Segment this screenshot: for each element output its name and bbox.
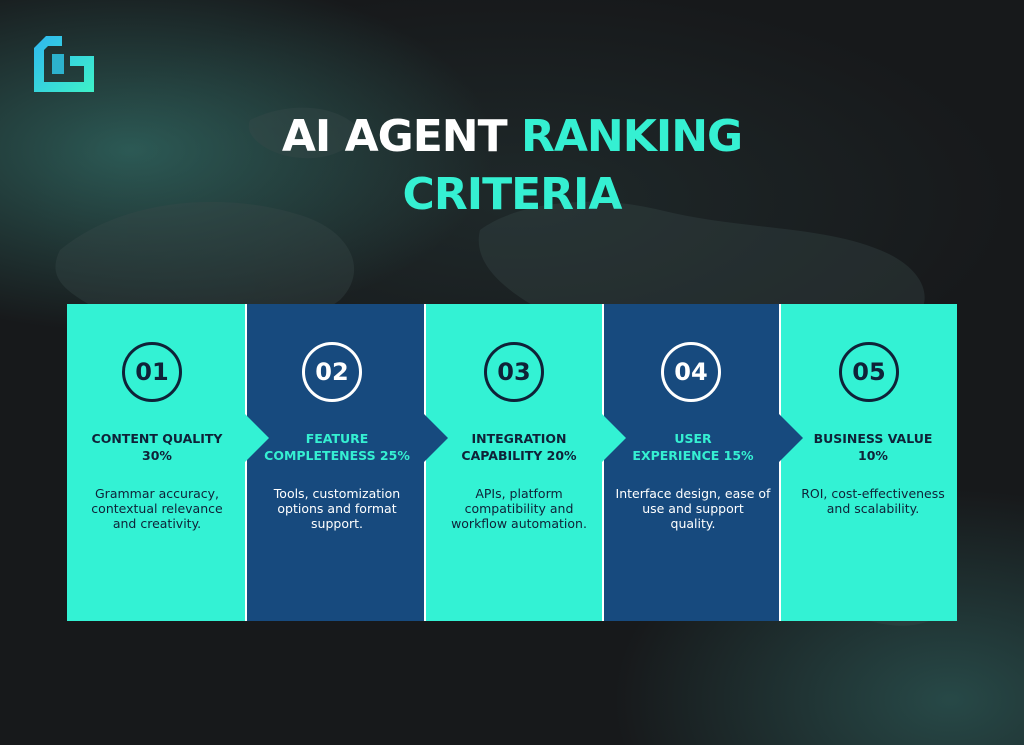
criterion-heading: CONTENT QUALITY 30%	[91, 431, 223, 463]
criterion-number-badge: 02	[302, 342, 362, 402]
page-title: AI AGENT RANKING CRITERIA	[0, 108, 1024, 224]
criterion-panel-05: 05 BUSINESS VALUE 10% ROI, cost-effectiv…	[781, 304, 957, 621]
criterion-description: ROI, cost-effectiveness and scalability.	[801, 486, 945, 516]
criteria-strip: 01 CONTENT QUALITY 30% Grammar accuracy,…	[67, 304, 957, 621]
criterion-number-badge: 03	[484, 342, 544, 402]
arrow-icon	[424, 414, 448, 462]
title-line-1: AI AGENT RANKING	[0, 108, 1024, 166]
criterion-description: Tools, customization options and format …	[273, 486, 401, 531]
criterion-heading: INTEGRATION CAPABILITY 20%	[461, 431, 577, 463]
title-white-part: AI AGENT	[281, 111, 508, 162]
arrow-icon	[779, 414, 803, 462]
criterion-panel-03: 03 INTEGRATION CAPABILITY 20% APIs, plat…	[426, 304, 604, 621]
arrow-icon	[245, 414, 269, 462]
title-line-2: CRITERIA	[402, 169, 623, 220]
criterion-panel-02: 02 FEATURE COMPLETENESS 25% Tools, custo…	[247, 304, 426, 621]
criterion-number-badge: 05	[839, 342, 899, 402]
criterion-heading: FEATURE COMPLETENESS 25%	[264, 431, 410, 463]
criterion-heading: BUSINESS VALUE 10%	[813, 431, 933, 463]
criterion-number-badge: 04	[661, 342, 721, 402]
criterion-description: APIs, platform compatibility and workflo…	[451, 486, 587, 531]
criterion-heading: USER EXPERIENCE 15%	[632, 431, 754, 463]
criterion-description: Grammar accuracy, contextual relevance a…	[91, 486, 223, 531]
criterion-panel-04: 04 USER EXPERIENCE 15% Interface design,…	[604, 304, 781, 621]
arrow-icon	[602, 414, 626, 462]
criterion-panel-01: 01 CONTENT QUALITY 30% Grammar accuracy,…	[67, 304, 247, 621]
criterion-number-badge: 01	[122, 342, 182, 402]
title-accent-part: RANKING	[520, 111, 743, 162]
brand-logo-icon	[34, 36, 94, 92]
criterion-description: Interface design, ease of use and suppor…	[615, 486, 771, 531]
